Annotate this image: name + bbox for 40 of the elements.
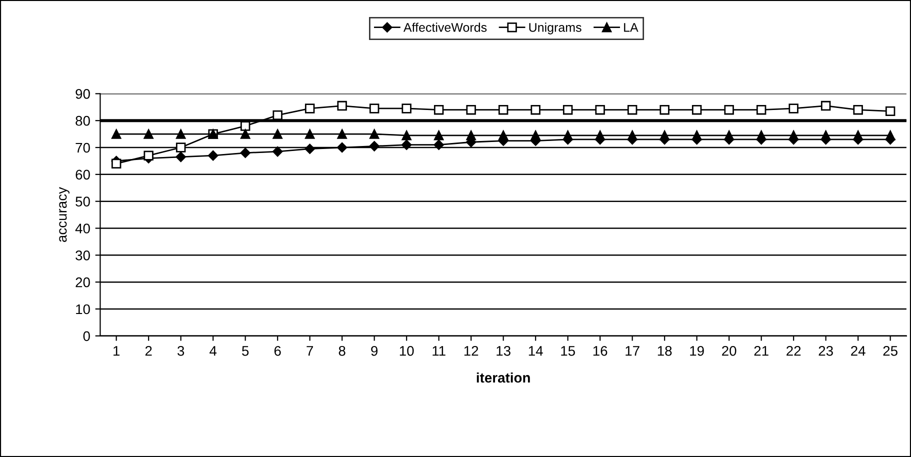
legend-label: AffectiveWords [403,22,487,32]
y-tick-label: 90 [76,89,90,99]
x-tick-label: 5 [242,346,249,356]
legend-label: LA [624,23,638,32]
x-tick-label: 10 [400,346,414,356]
y-tick-label: 70 [76,142,90,153]
y-tick-label: 30 [76,250,90,260]
x-tick-label: 25 [883,346,898,356]
x-tick-label: 18 [658,346,672,356]
x-tick-label: 20 [722,346,736,356]
x-tick-label: 13 [496,346,510,356]
y-tick-label: 20 [76,277,90,288]
y-tick-label: 60 [76,170,90,180]
x-tick-label: 22 [786,346,801,356]
x-tick-label: 24 [851,346,866,356]
x-tick-label: 8 [338,346,346,356]
x-tick-label: 16 [593,346,608,356]
x-tick-label: 9 [371,346,378,356]
y-tick-label: 40 [75,224,90,234]
x-tick-label: 14 [528,346,543,356]
x-tick-label: 21 [754,346,768,356]
y-tick-label: 0 [83,331,90,342]
legend-label: Unigrams [529,22,582,34]
x-tick-label: 11 [432,346,446,356]
x-tick-label: 2 [145,346,152,356]
x-axis-title: iteration [476,372,530,383]
x-tick-label: 19 [690,346,704,356]
y-tick-label: 50 [76,196,90,207]
x-tick-label: 4 [210,346,217,356]
x-tick-label: 7 [306,346,313,356]
x-tick-label: 17 [626,346,640,356]
x-tick-label: 12 [464,346,478,356]
y-tick-label: 10 [76,304,90,314]
y-tick-label: 80 [76,116,90,126]
y-axis-title: accuracy [59,187,70,242]
x-tick-label: 23 [818,346,833,356]
x-tick-label: 3 [178,346,184,356]
x-tick-label: 6 [274,346,281,356]
x-tick-label: 15 [561,346,575,356]
x-tick-label: 1 [114,346,120,356]
